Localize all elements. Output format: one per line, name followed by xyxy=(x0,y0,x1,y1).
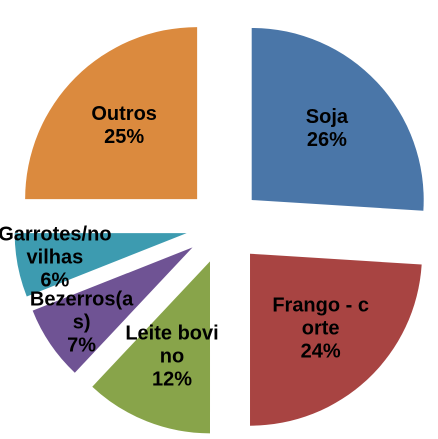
slice-name: Garrotes/novilhas xyxy=(0,223,112,269)
slice-value: 7% xyxy=(67,334,97,357)
slice-value: 6% xyxy=(40,269,70,292)
slice-value: 25% xyxy=(104,126,145,149)
data-label: Frango - corte 24% xyxy=(271,294,371,363)
data-label: Outros 25% xyxy=(74,103,174,149)
slice-value: 12% xyxy=(152,368,193,391)
data-label: Bezerros(as) 7% xyxy=(22,288,142,357)
pie-slice xyxy=(250,253,422,426)
slice-name: Outros xyxy=(91,103,157,126)
data-label: Leite bovino 12% xyxy=(122,323,222,392)
slice-value: 26% xyxy=(306,129,347,152)
slice-name: Bezerros(as) xyxy=(29,288,134,334)
pie-slice xyxy=(25,27,198,200)
pie-slice xyxy=(251,27,424,211)
slice-name: Soja xyxy=(305,106,349,129)
pie-slice xyxy=(92,261,211,434)
pie-slice xyxy=(14,233,187,297)
slice-value: 24% xyxy=(300,340,341,363)
pie-slice xyxy=(32,247,193,373)
slice-name: Leite bovino xyxy=(125,322,219,368)
data-label: Soja 26% xyxy=(277,106,377,152)
data-label: Garrotes/novilhas 6% xyxy=(0,224,115,293)
slice-name: Frango - corte xyxy=(272,294,369,340)
